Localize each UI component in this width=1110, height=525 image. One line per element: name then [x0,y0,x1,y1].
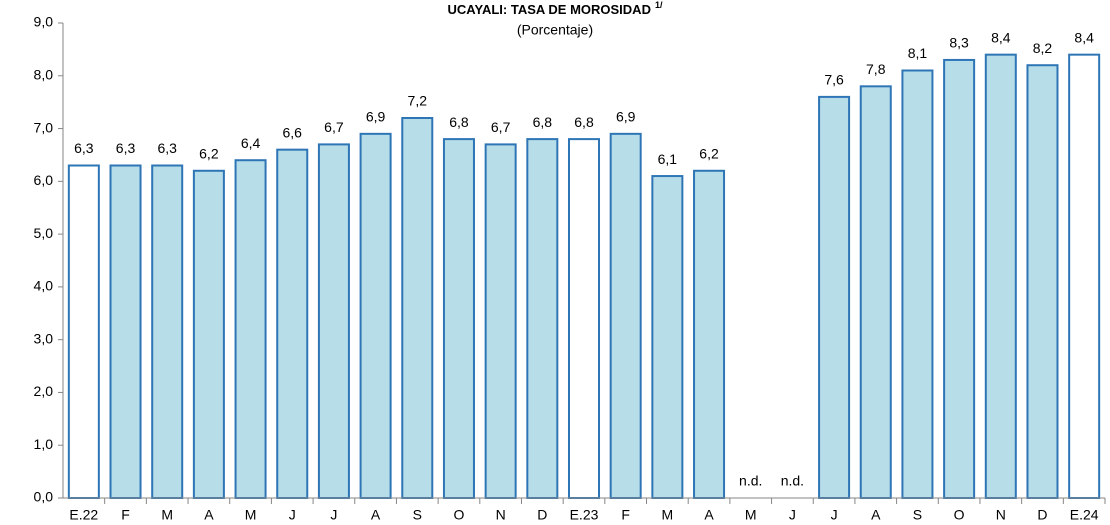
value-label: 6,3 [157,140,177,156]
x-tick-label: N [496,507,506,523]
title-text: UCAYALI: TASA DE MOROSIDAD [448,2,651,17]
bar [901,69,934,499]
value-label: 6,9 [616,109,636,125]
title-note: 1/ [655,0,663,10]
value-label: 8,2 [1033,40,1053,56]
x-tick-label: A [204,507,214,523]
x-tick-label: E.23 [570,507,599,523]
value-label: 6,3 [74,140,94,156]
value-label: 8,4 [991,29,1011,45]
value-label: 6,4 [241,135,261,151]
bar [567,138,601,499]
x-tick-label: J [831,507,838,523]
bar [484,143,517,499]
x-tick-label: O [954,507,965,523]
x-tick-label: E.22 [69,507,98,523]
bar [984,53,1017,500]
y-tick-label: 9,0 [34,14,54,30]
value-label: 6,8 [574,114,594,130]
bar [859,85,892,499]
chart-title: UCAYALI: TASA DE MOROSIDAD 1/ [448,0,663,17]
value-label: 8,3 [949,35,969,51]
x-tick-label: M [662,507,674,523]
bar [276,148,309,500]
x-tick-label: M [161,507,173,523]
bar [317,143,350,499]
x-tick-label: F [621,507,630,523]
bar [359,132,392,499]
value-label: 6,1 [658,151,678,167]
x-tick-label: N [996,507,1006,523]
bar [192,169,225,499]
y-tick-label: 6,0 [34,172,54,188]
value-label: 6,2 [699,145,719,161]
x-tick-label: D [1037,507,1047,523]
x-tick-label: M [745,507,757,523]
x-tick-label: F [121,507,130,523]
x-tick-label: A [704,507,714,523]
bar [609,132,642,499]
bar [651,175,684,500]
x-tick-label: M [245,507,257,523]
y-tick-label: 5,0 [34,225,54,241]
bar [401,117,434,499]
value-label: 6,3 [116,140,136,156]
value-label: n.d. [781,473,804,489]
x-tick-label: E.24 [1070,507,1099,523]
x-tick-label: S [413,507,422,523]
value-label: 6,7 [324,119,344,135]
value-label: 8,1 [908,45,928,61]
x-tick-label: O [454,507,465,523]
bar [67,164,100,499]
bar [234,159,267,499]
x-tick-label: A [371,507,381,523]
y-tick-label: 7,0 [34,119,54,135]
bar [151,164,184,499]
bar [109,164,142,499]
value-label: 7,8 [866,61,886,77]
value-label: 7,2 [408,93,428,109]
value-label: n.d. [739,473,762,489]
y-tick-label: 8,0 [34,66,54,82]
value-label: 6,7 [491,119,511,135]
y-tick-label: 2,0 [34,383,54,399]
x-tick-label: J [289,507,296,523]
value-label: 6,6 [283,124,303,140]
bar [943,58,976,499]
x-tick-label: S [913,507,922,523]
value-label: 6,9 [366,109,386,125]
y-tick-label: 3,0 [34,330,54,346]
bar [1068,53,1101,500]
y-tick-label: 4,0 [34,278,54,294]
bar [442,138,475,499]
x-tick-label: D [537,507,547,523]
y-tick-label: 0,0 [34,489,54,505]
y-tick-label: 1,0 [34,436,54,452]
x-tick-label: J [789,507,796,523]
bar [526,138,559,499]
x-tick-label: A [871,507,881,523]
bar [1026,64,1059,499]
value-label: 6,8 [449,114,469,130]
value-label: 8,4 [1074,29,1094,45]
chart-subtitle: (Porcentaje) [517,22,593,38]
value-label: 7,6 [824,72,844,88]
x-tick-label: J [330,507,337,523]
value-label: 6,8 [533,114,553,130]
value-label: 6,2 [199,145,219,161]
bar [693,169,726,499]
bar [818,95,851,499]
